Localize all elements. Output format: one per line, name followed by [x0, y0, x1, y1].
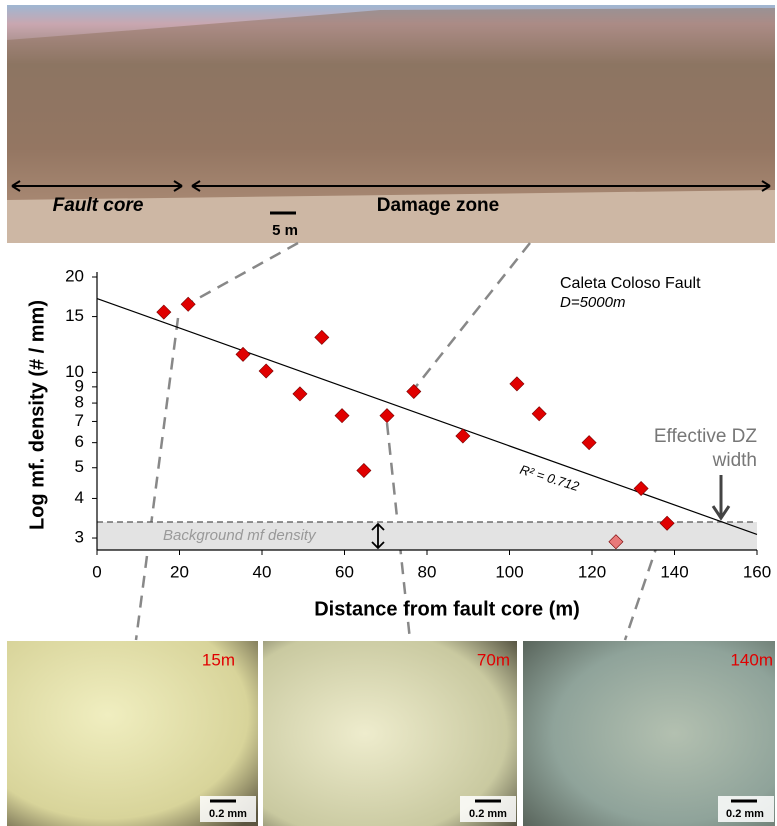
- data-point: [633, 480, 649, 496]
- data-point: [334, 408, 350, 424]
- x-tick-label: 100: [495, 562, 523, 581]
- x-tick-label: 120: [578, 562, 606, 581]
- x-tick-label: 60: [335, 562, 354, 581]
- chart-subtitle: D=5000m: [560, 294, 625, 311]
- thin-section-1: 15m 0.2 mm: [7, 641, 258, 826]
- x-tick-label: 140: [660, 562, 688, 581]
- damage-zone-label: Damage zone: [377, 195, 499, 216]
- data-point: [314, 329, 330, 345]
- y-tick-label: 15: [65, 306, 84, 325]
- data-point: [156, 304, 172, 320]
- background-band: [97, 522, 757, 550]
- x-tick-label: 80: [418, 562, 437, 581]
- y-tick-label: 3: [75, 528, 84, 547]
- x-tick-label: 40: [253, 562, 272, 581]
- data-point: [258, 363, 274, 379]
- data-point: [531, 406, 547, 422]
- annotation-arrow: [711, 475, 731, 521]
- data-point: [455, 428, 471, 444]
- section-scale: 0.2 mm: [209, 808, 247, 820]
- y-tick-label: 6: [75, 432, 84, 451]
- data-point: [581, 435, 597, 451]
- y-axis-label: Log mf. density (# / mm): [26, 300, 48, 530]
- background-label: Background mf density: [163, 527, 317, 544]
- y-tick-label: 20: [65, 266, 84, 285]
- r-squared: R² = 0.712: [518, 462, 582, 494]
- thin-section-2: 70m 0.2 mm: [263, 641, 517, 826]
- data-point: [509, 376, 525, 392]
- band-arrow: [371, 522, 385, 550]
- x-axis-label: Distance from fault core (m): [314, 598, 580, 620]
- data-point: [292, 386, 308, 402]
- data-point: [659, 515, 675, 531]
- x-tick-label: 0: [92, 562, 101, 581]
- y-tick-label: 9: [75, 376, 84, 395]
- data-point: [406, 384, 422, 400]
- field-photo: Fault core Damage zone 5 m: [7, 5, 775, 243]
- section-scale: 0.2 mm: [469, 808, 507, 820]
- data-point: [608, 534, 624, 550]
- y-tick-label: 5: [75, 457, 84, 476]
- section-label: 15m: [202, 650, 235, 669]
- section-label: 70m: [477, 650, 510, 669]
- annotation-text: Effective DZ: [654, 426, 758, 447]
- data-point: [180, 296, 196, 312]
- scale-label: 5 m: [272, 222, 298, 239]
- annotation-text: width: [712, 450, 757, 471]
- section-scale: 0.2 mm: [726, 808, 764, 820]
- chart-title: Caleta Coloso Fault: [560, 275, 701, 292]
- x-tick-label: 20: [170, 562, 189, 581]
- y-tick-label: 7: [75, 411, 84, 430]
- x-tick-label: 160: [743, 562, 771, 581]
- trendline: [96, 297, 758, 535]
- y-tick-label: 10: [65, 362, 84, 381]
- data-point: [356, 463, 372, 479]
- fault-core-label: Fault core: [53, 195, 144, 216]
- data-point: [379, 408, 395, 424]
- data-point: [235, 346, 251, 362]
- y-tick-label: 4: [75, 488, 84, 507]
- thin-section-3: 140m 0.2 mm: [523, 641, 775, 826]
- section-label: 140m: [730, 650, 773, 669]
- y-tick-label: 8: [75, 393, 84, 412]
